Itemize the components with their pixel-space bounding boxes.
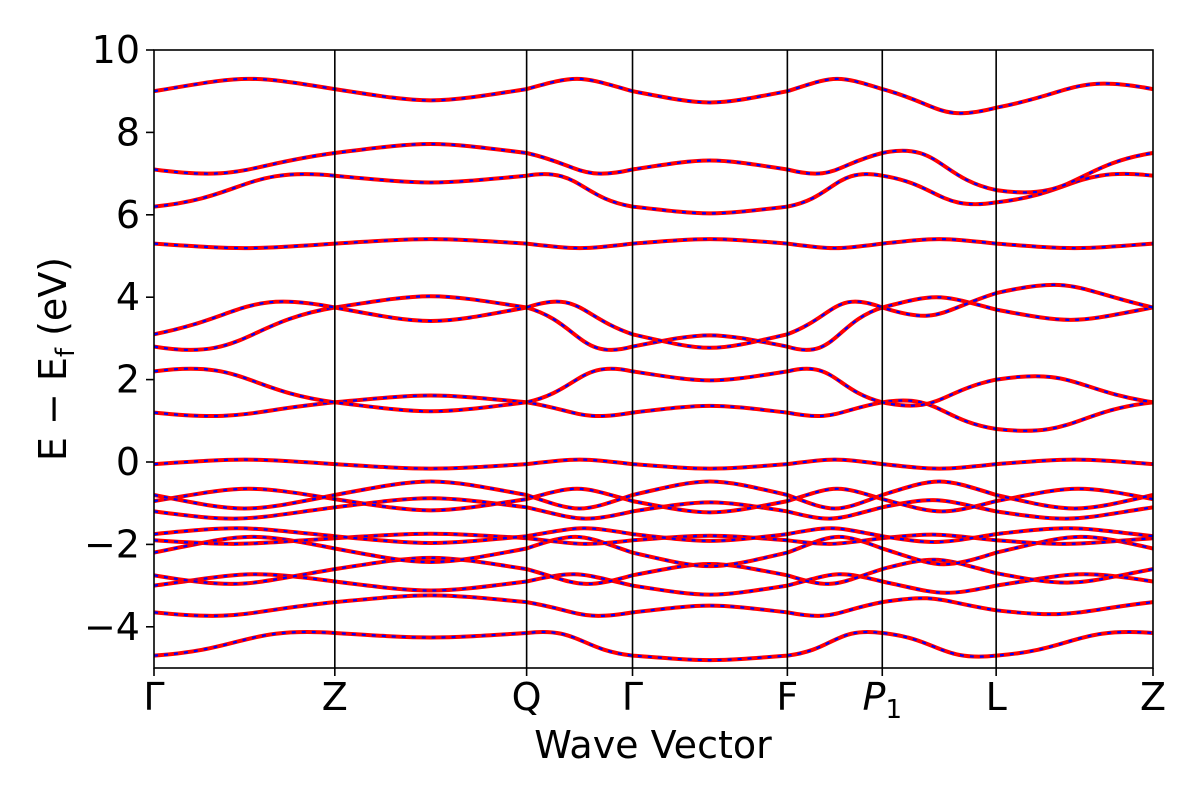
y-tick-label: −4 xyxy=(84,605,140,649)
y-tick-label: 6 xyxy=(116,193,140,237)
band-line-solid xyxy=(154,171,1153,216)
y-ticks: −4 −2 0 2 4 6 8 10 xyxy=(84,28,154,649)
y-tick-label: 10 xyxy=(92,28,140,72)
y-tick-label: 8 xyxy=(116,110,140,154)
band-line-solid xyxy=(154,142,1153,195)
y-tick-label: 4 xyxy=(116,275,140,319)
x-tick-label: Q xyxy=(512,675,542,719)
band-line-dashed xyxy=(154,367,1153,413)
x-tick-label: Z xyxy=(322,675,348,719)
x-ticks: Γ Z Q Γ F P1 L Z xyxy=(143,668,1166,725)
x-tick-label: Z xyxy=(1140,675,1166,719)
kpoint-lines xyxy=(334,50,997,668)
y-axis-label-subscript: f xyxy=(51,347,81,357)
plot-frame xyxy=(153,49,1154,669)
x-tick-label: Γ xyxy=(143,675,164,719)
x-tick-label: P1 xyxy=(863,675,902,725)
y-tick-label: −2 xyxy=(84,522,140,566)
band-line-dashed xyxy=(154,394,1153,432)
y-axis-label: E − Ef (eV) xyxy=(31,257,81,461)
y-tick-label: 0 xyxy=(116,440,140,484)
y-axis-label-main: E − E xyxy=(31,357,75,461)
bands-layer xyxy=(154,76,1153,663)
band-line-dashed xyxy=(154,77,1153,115)
x-tick-label: F xyxy=(776,675,798,719)
band-line-solid xyxy=(154,555,1153,586)
x-tick-label: L xyxy=(986,675,1007,719)
y-axis-label-unit: (eV) xyxy=(31,257,75,348)
band-line-solid xyxy=(154,393,1153,433)
x-tick-label: Γ xyxy=(622,675,643,719)
x-axis-label: Wave Vector xyxy=(534,723,772,767)
y-tick-label: 2 xyxy=(116,358,140,402)
